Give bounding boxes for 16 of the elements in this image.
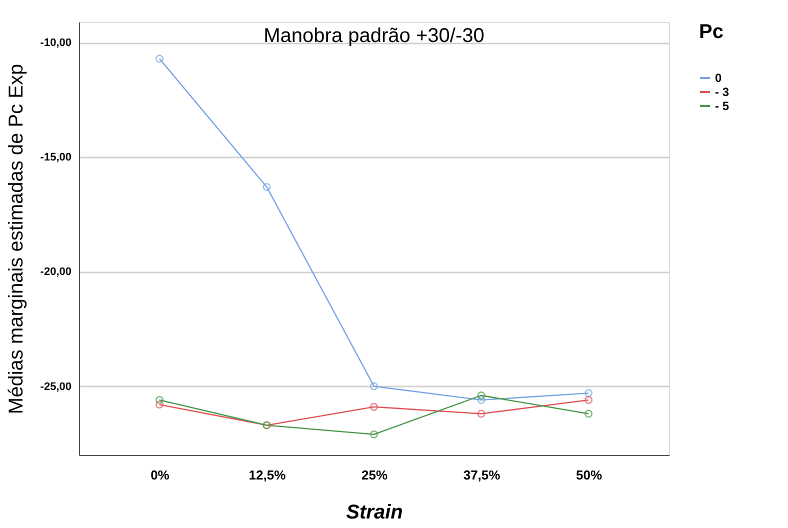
legend-label: - 3	[715, 85, 730, 99]
x-tick-label: 37,5%	[463, 468, 501, 482]
chart-title: Manobra padrão +30/-30	[264, 25, 484, 47]
x-axis-title: Strain	[346, 502, 403, 524]
y-tick-label: -20,00	[40, 266, 72, 278]
y-tick-label: -25,00	[40, 380, 72, 393]
legend-title: Pc	[699, 21, 724, 43]
x-tick-label: 25%	[361, 468, 388, 482]
y-tick-label: -15,00	[40, 152, 72, 164]
x-tick-label: 50%	[576, 468, 602, 482]
y-axis-title: Médias marginais estimadas de Pc Exp	[5, 64, 28, 414]
x-tick-label: 0%	[150, 468, 170, 482]
legend-label: - 5	[715, 99, 730, 113]
y-tick-label: -10,00	[40, 37, 72, 50]
x-tick-label: 12,5%	[248, 468, 286, 482]
legend-label: 0	[715, 71, 722, 85]
